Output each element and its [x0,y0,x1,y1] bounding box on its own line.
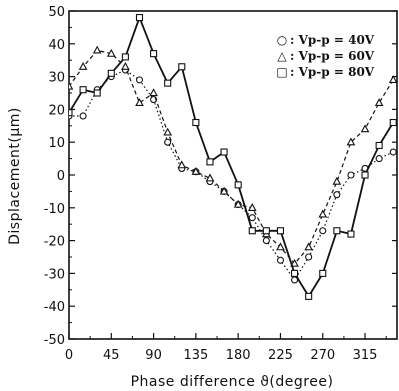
series-3-point [150,50,158,58]
series-2-point [163,127,173,136]
series-3-point [121,53,129,61]
series-1-point [319,227,327,235]
series-2-point [332,176,342,185]
series-2-point [346,137,356,146]
legend-label: : Vp-p = 40V [290,33,375,47]
x-tick-label: 225 [268,348,293,363]
series-2-point [290,258,299,267]
y-tick-label: 30 [48,71,65,86]
series-3-point [69,109,73,117]
series-3-point [347,230,355,238]
y-tick-label: 10 [48,136,65,151]
series-3-point [234,181,242,189]
series-line-1 [69,69,394,281]
series-3-point [164,79,172,87]
series-1-point [375,155,383,163]
series-3-point [291,269,299,277]
data-layer [69,14,397,300]
legend-symbol: △ [277,49,287,63]
x-tick-label: 180 [226,348,251,363]
series-2-point [106,48,116,57]
series-2-point [276,242,285,251]
series-3-point [107,69,115,77]
series-2-point [360,124,370,133]
y-tick-label: -10 [44,202,65,217]
series-2-point [247,203,257,211]
x-tick-label: 90 [145,348,162,363]
series-3-point [305,292,313,300]
series-2-point [388,75,397,84]
series-1-point [248,214,256,222]
series-1-point [347,171,355,179]
series-1-point [305,253,313,261]
x-tick-label: 45 [103,348,120,363]
x-tick-label: 135 [183,348,208,363]
series-2-point [233,199,243,208]
series-3-point [276,227,285,235]
series-1-point [262,237,270,245]
series-2-point [78,62,88,70]
series-3-point [248,227,256,235]
y-tick-label: -30 [44,267,65,282]
x-tick-label: 0 [65,348,73,363]
series-2-point [92,45,102,54]
x-tick-label: 315 [353,348,378,363]
series-2-point [177,160,187,169]
series-2-point [121,62,130,70]
series-3-point [361,171,369,179]
series-3-point [319,269,327,277]
series-2-point [191,166,201,175]
series-1-point [291,276,299,284]
series-3-point [375,141,383,150]
legend-symbol: ○ [277,33,287,47]
series-3-point [178,63,186,71]
series-line-2 [69,49,394,265]
series-2-point [318,209,328,218]
series-1-point [164,138,172,146]
series-2-point [205,173,215,182]
y-tick-label: -20 [44,235,65,250]
legend-label: : Vp-p = 80V [290,65,375,79]
series-2-point [135,98,144,106]
series-3-point [389,118,397,127]
series-2-point [149,88,158,97]
series-3-point [220,148,228,156]
y-tick-label: 40 [48,38,65,53]
series-1-point [333,191,341,199]
y-tick-label: 50 [48,5,65,20]
series-3-point [93,89,101,97]
series-2-point [69,81,74,90]
series-3-point [79,86,87,94]
legend-symbol: □ [276,65,287,79]
y-axis-label: Displacement(μm) [7,107,23,245]
series-1-point [79,112,87,120]
series-1-point [276,256,285,264]
series-2-point [374,98,384,106]
y-tick-label: 0 [57,169,65,184]
series-2-point [219,186,229,195]
x-tick-label: 270 [310,348,335,363]
series-3-point [333,227,341,235]
y-tick-label: -40 [44,300,65,315]
legend-label: : Vp-p = 60V [290,49,375,63]
y-tick-label: 20 [48,103,65,118]
series-3-point [262,227,270,235]
series-1-point [135,76,144,84]
x-axis-label: Phase difference ϑ(degree) [131,374,334,390]
y-tick-label: -50 [44,333,65,348]
series-2-point [304,242,313,251]
series-3-point [206,158,214,166]
series-3-point [135,14,144,22]
series-3-point [192,118,200,127]
series-1-point [389,148,397,156]
